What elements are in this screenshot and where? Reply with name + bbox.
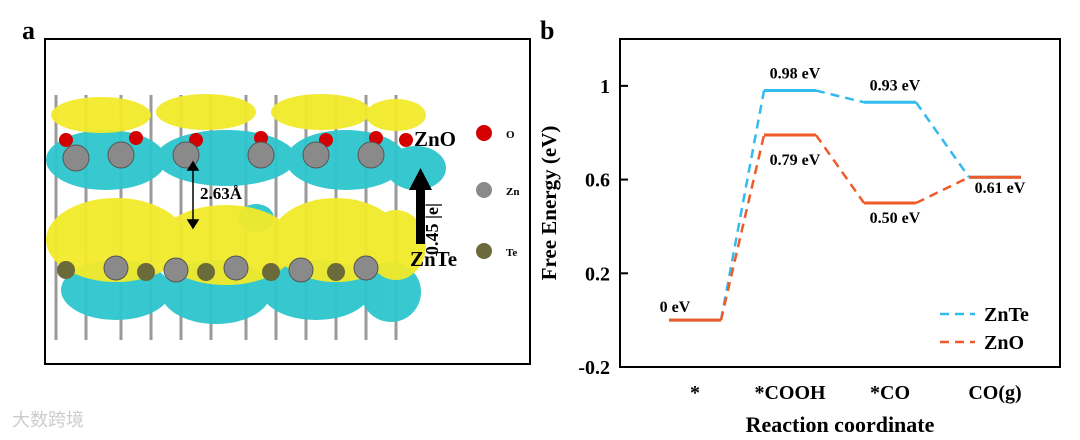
y-tick-label: 1 — [600, 76, 610, 98]
data-label: 0.93 eV — [870, 77, 921, 94]
charge-density-illustration: 2.63Å 0.45 |e| ZnO ZnTe O Zn Te — [46, 94, 519, 340]
charge-transfer-arrow — [409, 168, 432, 244]
connector-line — [719, 90, 766, 321]
zno-layer-label: ZnO — [414, 127, 456, 151]
connector-line — [915, 176, 970, 205]
x-tick-label: CO(g) — [968, 382, 1021, 404]
legend-label-znte: ZnTe — [984, 304, 1029, 326]
plot-frame — [619, 38, 1061, 368]
te-legend-label: Te — [506, 247, 517, 259]
connector-line — [814, 134, 866, 204]
panel-b-label: b — [540, 16, 555, 45]
y-axis-label: Free Energy (eV) — [537, 126, 561, 281]
y-tick-label: 0.6 — [585, 170, 610, 192]
zn-atom-icon — [476, 182, 492, 198]
o-legend-label: O — [506, 129, 515, 141]
watermark: 大数跨境 — [12, 410, 84, 431]
data-label: 0.79 eV — [770, 152, 821, 169]
data-label: 0.98 eV — [770, 66, 821, 83]
y-tick-label: -0.2 — [578, 357, 610, 379]
distance-arrow — [186, 160, 200, 230]
distance-label: 2.63Å — [200, 184, 243, 203]
data-label: 0 eV — [660, 299, 691, 316]
x-axis-label: Reaction coordinate — [746, 412, 935, 437]
data-label: 0.50 eV — [870, 210, 921, 227]
o-atom-icon — [476, 125, 492, 141]
panel-a-label: a — [22, 16, 35, 45]
x-tick-label: *COOH — [754, 382, 826, 404]
charge-label: 0.45 |e| — [422, 203, 442, 255]
zn-legend-label: Zn — [506, 186, 519, 198]
connector-line — [719, 134, 766, 321]
connector-line — [815, 89, 865, 104]
data-label: 0.61 eV — [975, 180, 1026, 197]
x-tick-label: * — [690, 382, 700, 404]
connector-line — [914, 101, 971, 178]
structure-panel: 2.63Å 0.45 |e| ZnO ZnTe O Zn Te — [44, 38, 531, 365]
x-tick-label: *CO — [870, 382, 910, 404]
legend-label-zno: ZnO — [984, 332, 1024, 354]
te-atom-icon — [476, 243, 492, 259]
znte-layer-label: ZnTe — [410, 247, 457, 271]
y-tick-label: 0.2 — [585, 263, 610, 285]
